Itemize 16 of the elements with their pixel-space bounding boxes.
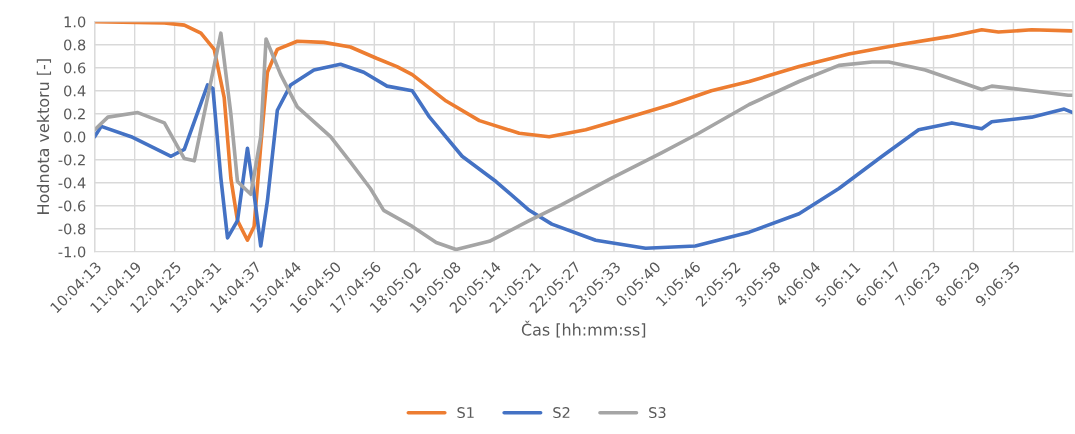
y-tick-label: 0.8 <box>64 39 86 51</box>
legend-label: S1 <box>457 407 474 419</box>
x-axis-title: Čas [hh:mm:ss] <box>521 320 646 338</box>
y-tick-label: 0.4 <box>64 85 86 97</box>
y-tick-label: 1.0 <box>64 16 86 28</box>
y-tick-label: -0.4 <box>58 177 86 189</box>
y-tick-label: 0.0 <box>64 131 86 143</box>
y-axis-title: Hodnota vektoru [-] <box>36 59 52 214</box>
y-tick-label: -0.6 <box>58 200 86 212</box>
y-tick-label: 0.6 <box>64 62 86 74</box>
legend-label: S3 <box>649 407 666 419</box>
y-tick-label: 0.2 <box>64 108 85 120</box>
legend-label: S2 <box>553 407 570 419</box>
y-tick-label: -1.0 <box>58 246 86 258</box>
y-tick-label: -0.8 <box>58 223 86 235</box>
y-tick-label: -0.2 <box>58 154 85 166</box>
